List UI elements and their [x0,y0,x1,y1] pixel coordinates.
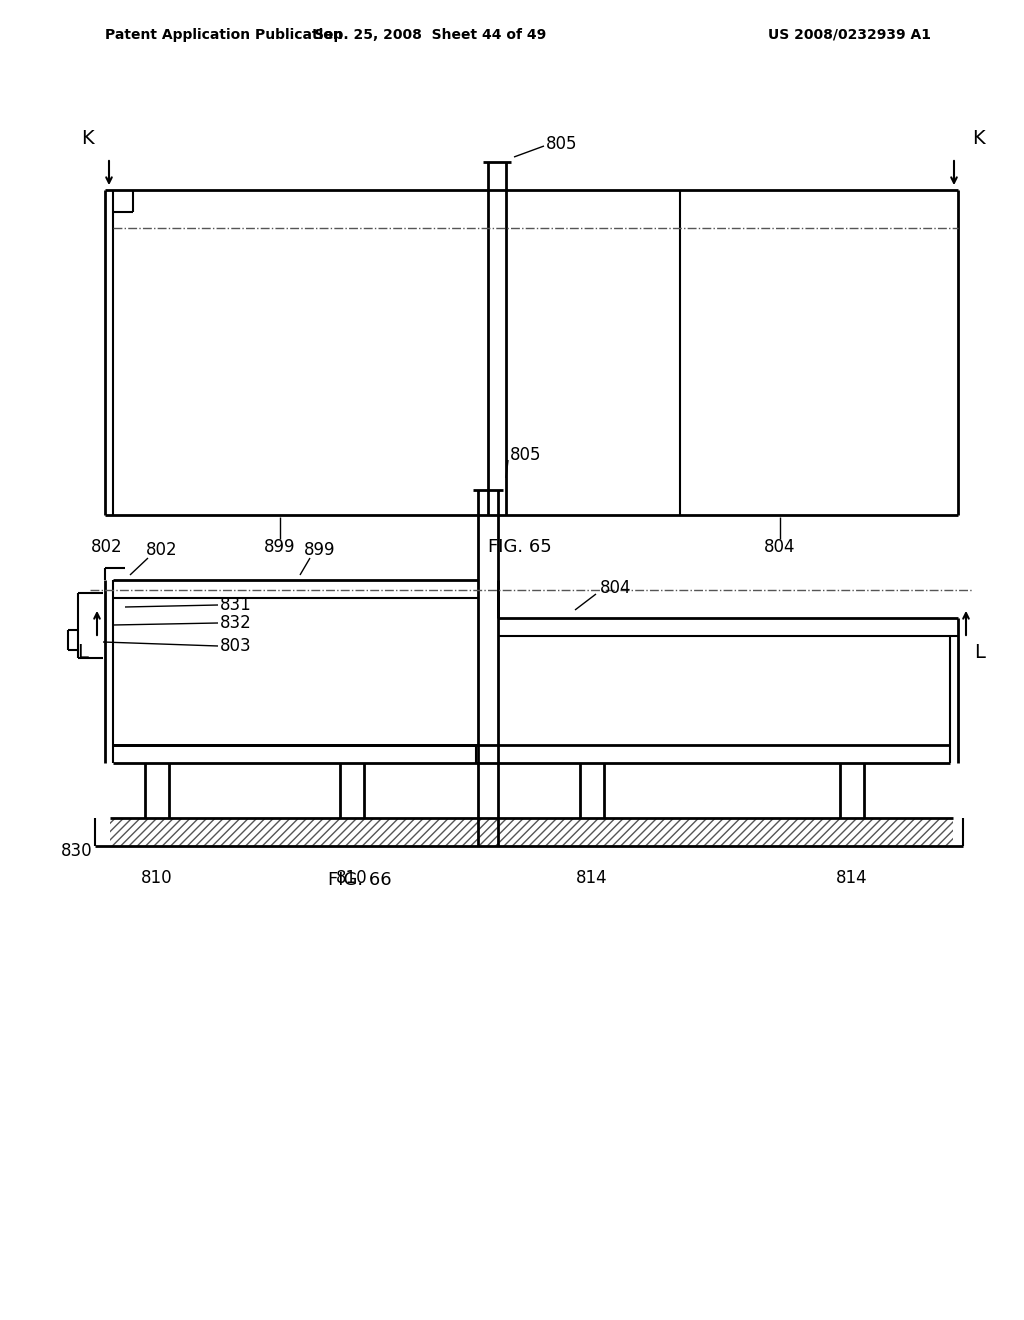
Text: 899: 899 [304,541,336,558]
Text: 803: 803 [220,638,252,655]
Text: K: K [81,129,93,148]
Text: L: L [975,643,985,663]
Text: US 2008/0232939 A1: US 2008/0232939 A1 [768,28,932,42]
Text: FIG. 66: FIG. 66 [328,871,392,888]
Text: Patent Application Publication: Patent Application Publication [105,28,343,42]
Text: 804: 804 [764,539,796,556]
Text: 832: 832 [220,614,252,632]
Text: K: K [972,129,984,148]
Text: 802: 802 [91,539,123,556]
Text: 810: 810 [336,869,368,887]
Text: 814: 814 [577,869,608,887]
Text: Sep. 25, 2008  Sheet 44 of 49: Sep. 25, 2008 Sheet 44 of 49 [314,28,546,42]
Text: 805: 805 [510,446,542,465]
Text: L: L [78,643,88,663]
Text: FIG. 65: FIG. 65 [488,539,552,556]
Text: 830: 830 [61,842,93,861]
Text: 814: 814 [837,869,867,887]
Text: 899: 899 [264,539,296,556]
Text: 831: 831 [220,597,252,614]
Text: 804: 804 [600,579,632,597]
Text: 810: 810 [141,869,173,887]
Text: 805: 805 [546,135,578,153]
Text: 802: 802 [146,541,178,558]
